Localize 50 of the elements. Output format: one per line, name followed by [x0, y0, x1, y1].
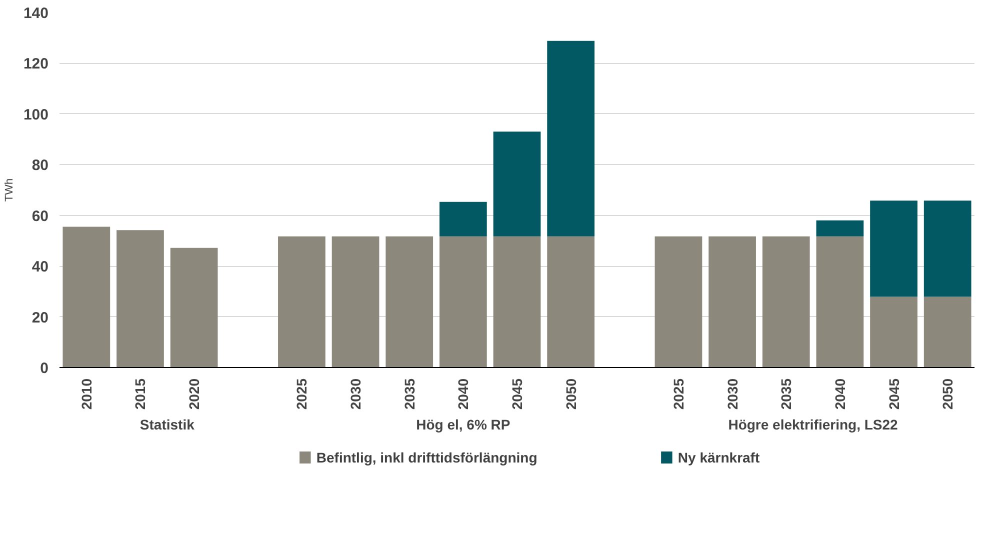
- y-axis-title: TWh: [3, 178, 16, 202]
- bar: [62, 226, 110, 368]
- bar: [386, 236, 434, 368]
- bar: [493, 132, 541, 236]
- x-tick-label: 2015: [132, 378, 148, 410]
- y-tick-label: 0: [40, 360, 48, 377]
- bar: [547, 236, 595, 368]
- bar: [116, 230, 164, 368]
- text: Hög el, 6% RP: [416, 416, 510, 432]
- x-tick-label: 2045: [509, 378, 525, 410]
- bar: [654, 236, 702, 368]
- x-tick-label: 2030: [724, 378, 740, 410]
- bar: [439, 202, 487, 236]
- x-tick-label: 2050: [562, 378, 579, 410]
- bar: [924, 296, 972, 368]
- bar: [816, 220, 864, 236]
- bar: [816, 236, 864, 368]
- x-tick-label: 2035: [401, 378, 418, 410]
- y-tick-label: 20: [32, 309, 49, 326]
- x-tick-label: 2010: [78, 378, 94, 410]
- y-tick-label: 40: [32, 258, 49, 276]
- x-tick-label: 2040: [832, 378, 848, 410]
- bar: [762, 236, 810, 368]
- y-tick-label: 100: [23, 106, 49, 124]
- bar: [547, 40, 595, 236]
- bar: [278, 236, 326, 368]
- bar: [924, 200, 972, 297]
- y-tick-label: 140: [23, 5, 49, 22]
- bar: [870, 200, 918, 297]
- bar: [332, 236, 380, 368]
- bar: [493, 236, 541, 368]
- bar: [170, 248, 218, 368]
- y-tick-label: 120: [23, 56, 49, 73]
- bar: [870, 296, 918, 368]
- x-tick-label: 2045: [886, 378, 902, 410]
- legend-label: Ny kärnkraft: [678, 450, 760, 466]
- text: Statistik: [140, 416, 195, 432]
- x-tick-label: 2050: [940, 378, 956, 410]
- y-tick-label: 80: [32, 157, 49, 174]
- x-tick-label: 2025: [294, 378, 310, 410]
- y-tick-label: 60: [32, 208, 49, 225]
- x-tick-label: 2040: [455, 378, 472, 410]
- x-tick-label: 2025: [670, 378, 686, 410]
- x-tick-label: 2035: [778, 378, 794, 410]
- bar: [708, 236, 756, 368]
- bar: [439, 236, 487, 368]
- x-tick-label: 2030: [348, 378, 364, 410]
- x-tick-label: 2020: [186, 378, 202, 410]
- text: Högre elektrifiering, LS22: [728, 416, 898, 432]
- legend-label: Befintlig, inkl drifttidsförlängning: [316, 450, 538, 466]
